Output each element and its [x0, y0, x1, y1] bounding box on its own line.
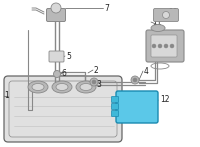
Circle shape [51, 3, 61, 13]
Circle shape [54, 71, 60, 77]
FancyBboxPatch shape [146, 30, 184, 62]
Ellipse shape [28, 81, 48, 93]
Text: 10: 10 [168, 7, 178, 16]
FancyBboxPatch shape [46, 9, 66, 21]
Text: 9: 9 [168, 54, 173, 62]
Text: 7: 7 [104, 4, 109, 12]
Circle shape [164, 44, 168, 48]
FancyBboxPatch shape [4, 76, 122, 142]
Ellipse shape [56, 83, 68, 91]
Circle shape [90, 78, 98, 86]
Circle shape [170, 44, 174, 48]
FancyBboxPatch shape [112, 96, 118, 102]
Ellipse shape [80, 83, 92, 91]
Circle shape [152, 44, 156, 48]
Circle shape [92, 80, 96, 84]
FancyBboxPatch shape [49, 51, 64, 62]
Text: 3: 3 [96, 80, 101, 88]
Text: 12: 12 [160, 96, 170, 105]
Ellipse shape [52, 81, 72, 93]
Ellipse shape [76, 81, 96, 93]
Text: 8: 8 [168, 31, 173, 41]
FancyBboxPatch shape [112, 103, 118, 110]
Text: 4: 4 [144, 66, 149, 76]
Ellipse shape [32, 83, 44, 91]
FancyBboxPatch shape [154, 9, 179, 21]
Text: 1: 1 [4, 91, 9, 101]
FancyBboxPatch shape [112, 111, 118, 117]
Circle shape [162, 11, 170, 19]
Text: 5: 5 [66, 51, 71, 61]
Text: 11: 11 [152, 17, 162, 26]
Circle shape [133, 78, 137, 82]
Text: 2: 2 [94, 66, 99, 75]
FancyBboxPatch shape [116, 91, 158, 123]
Circle shape [131, 76, 139, 84]
Circle shape [158, 44, 162, 48]
Ellipse shape [151, 25, 165, 31]
FancyBboxPatch shape [151, 35, 177, 57]
Text: 6: 6 [62, 69, 67, 77]
